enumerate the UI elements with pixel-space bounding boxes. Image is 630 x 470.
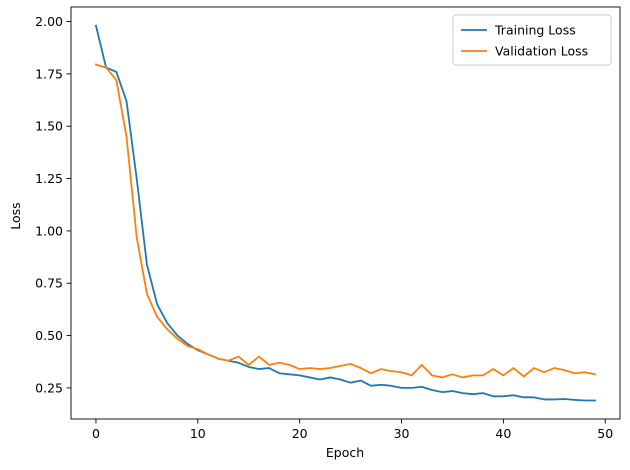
x-tick-label: 20 <box>292 426 308 441</box>
y-axis-label: Loss <box>8 202 23 229</box>
plot-area <box>70 6 621 420</box>
y-tick-label: 0.25 <box>35 380 63 395</box>
x-axis-ticks: 0 10 20 30 40 50 <box>92 419 613 441</box>
y-tick-label: 1.00 <box>35 223 63 238</box>
series-line-training-loss <box>94 24 596 402</box>
y-tick-label: 1.75 <box>35 66 63 81</box>
y-tick-label: 0.50 <box>35 328 63 343</box>
x-tick-label: 30 <box>394 426 410 441</box>
y-tick-label: 1.50 <box>35 119 63 134</box>
y-tick-label: 0.75 <box>35 276 63 291</box>
axes-frame <box>70 6 621 420</box>
x-tick-label: 0 <box>92 426 100 441</box>
series-line-validation-loss <box>94 63 597 379</box>
x-tick-label: 40 <box>495 426 511 441</box>
legend-label: Validation Loss <box>495 44 588 59</box>
legend-box <box>452 14 612 66</box>
x-tick-label: 10 <box>190 426 206 441</box>
y-axis-ticks: 0.25 0.50 0.75 1.00 1.25 1.50 1.75 2.00 <box>35 14 71 395</box>
x-tick-label: 50 <box>597 426 613 441</box>
legend-label: Training Loss <box>494 23 576 38</box>
x-axis-label: Epoch <box>326 445 364 460</box>
y-tick-label: 2.00 <box>35 14 63 29</box>
y-tick-label: 1.25 <box>35 171 63 186</box>
legend: Training Loss Validation Loss <box>452 14 612 66</box>
